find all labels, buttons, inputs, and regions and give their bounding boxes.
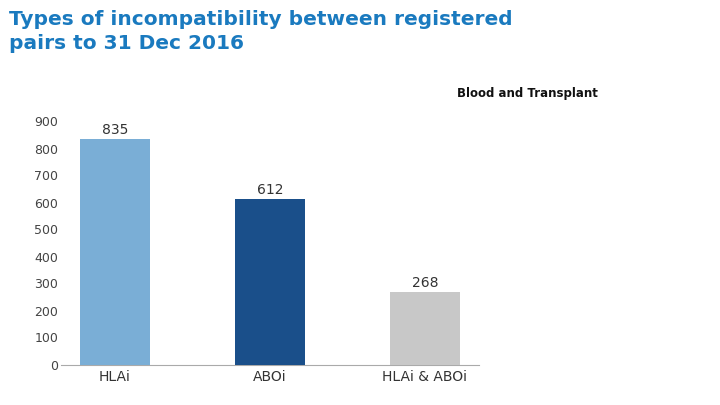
Text: 268: 268 — [412, 276, 438, 290]
Bar — [235, 199, 305, 364]
Text: NHS: NHS — [621, 43, 665, 61]
Bar — [80, 139, 150, 364]
Text: Blood and Transplant: Blood and Transplant — [457, 87, 598, 100]
Text: Types of incompatibility between registered
pairs to 31 Dec 2016: Types of incompatibility between registe… — [9, 10, 512, 53]
Text: 835: 835 — [102, 123, 128, 137]
Bar — [390, 292, 460, 364]
Text: 612: 612 — [257, 183, 283, 197]
